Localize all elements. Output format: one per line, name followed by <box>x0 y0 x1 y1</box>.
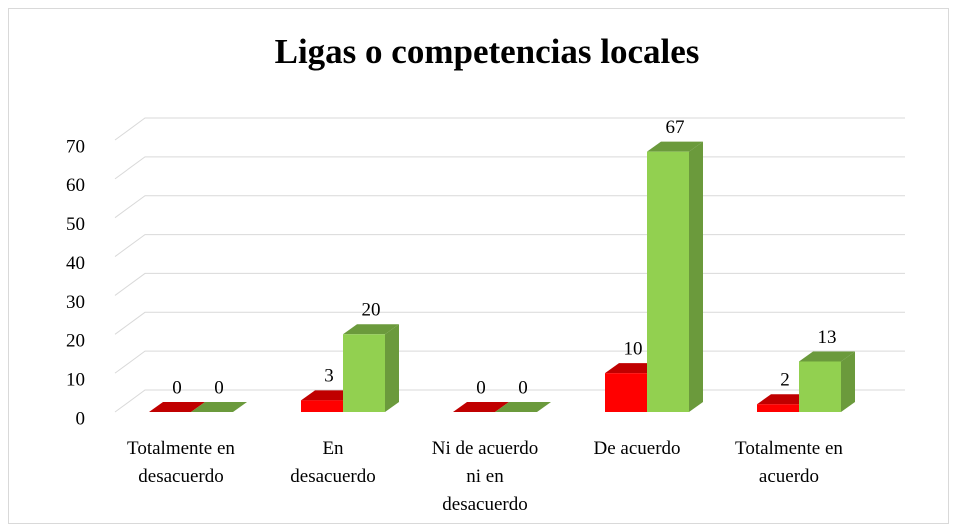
y-tick-label: 60 <box>66 175 85 196</box>
bar <box>343 334 385 412</box>
value-label: 0 <box>172 377 182 398</box>
value-label: 0 <box>214 377 224 398</box>
bar <box>605 373 647 412</box>
bar-top <box>495 402 551 412</box>
bar-top <box>799 351 855 362</box>
bar-side <box>385 324 399 412</box>
bar-side <box>841 351 855 412</box>
grid-line <box>114 117 905 141</box>
value-label: 3 <box>324 366 334 387</box>
bar <box>647 151 689 412</box>
value-label: 0 <box>518 377 528 398</box>
bar-top <box>343 324 399 335</box>
value-label: 0 <box>476 377 486 398</box>
bar-top <box>453 402 509 412</box>
bar-side <box>689 141 703 412</box>
x-tick-label: Ni de acuerdo ni en desacuerdo <box>432 438 539 515</box>
value-label: 10 <box>624 339 643 360</box>
bar <box>799 361 841 412</box>
chart-frame <box>8 8 949 524</box>
x-tick-label: Totalmente en acuerdo <box>735 438 843 487</box>
y-tick-label: 20 <box>66 331 85 352</box>
y-tick-label: 0 <box>76 408 86 429</box>
chart-title: Ligas o competencias locales <box>275 32 700 71</box>
value-label: 20 <box>362 300 381 321</box>
y-tick-label: 40 <box>66 253 85 274</box>
bar-top <box>149 402 205 412</box>
y-tick-label: 30 <box>66 292 85 313</box>
y-tick-label: 70 <box>66 136 85 157</box>
x-tick-label: Totalmente en desacuerdo <box>127 438 235 487</box>
x-tick-label: En desacuerdo <box>290 438 375 487</box>
bar-top <box>191 402 247 412</box>
y-tick-label: 10 <box>66 370 85 391</box>
y-tick-label: 50 <box>66 214 85 235</box>
x-tick-label: De acuerdo <box>593 438 680 459</box>
bar <box>757 404 799 412</box>
bar-top <box>647 141 703 152</box>
value-label: 2 <box>780 370 790 391</box>
bar <box>301 400 343 412</box>
value-label: 67 <box>666 117 685 138</box>
value-label: 13 <box>818 327 837 348</box>
